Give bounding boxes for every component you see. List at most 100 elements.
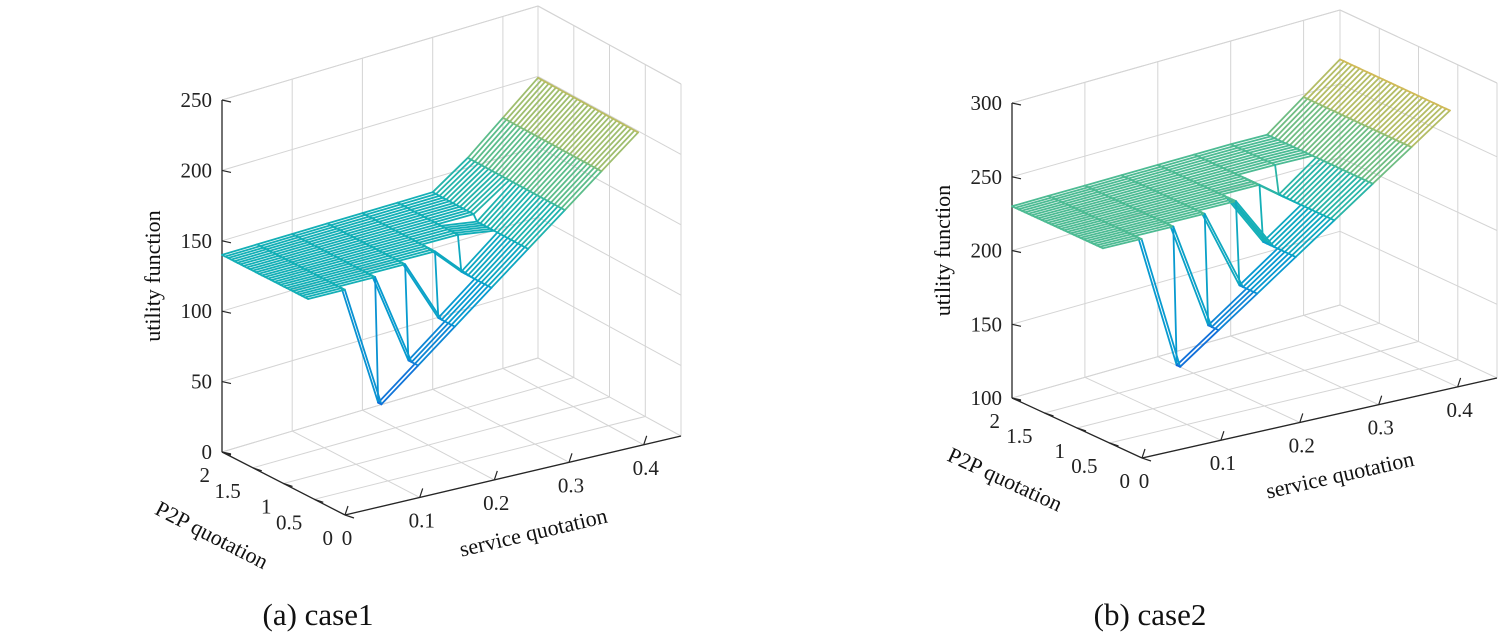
mesh-line (420, 233, 459, 246)
mesh-line (1059, 218, 1100, 230)
mesh-line (1185, 167, 1225, 180)
z-axis-label: utility function (930, 185, 955, 316)
z-axis-label: utility function (140, 210, 165, 341)
mesh-line (1270, 97, 1309, 138)
mesh-line (1296, 165, 1336, 205)
mesh-line (466, 116, 504, 159)
mesh-line (511, 141, 550, 184)
mesh-line (1169, 186, 1209, 199)
mesh-line (1360, 85, 1400, 125)
mesh-line (1165, 185, 1205, 198)
mesh-line (294, 282, 334, 294)
mesh-line (550, 162, 589, 204)
y-axis-label: P2P quotation (944, 442, 1066, 516)
mesh-line (480, 124, 518, 167)
mesh-line (1189, 196, 1230, 209)
mesh-line (1314, 64, 1353, 104)
mesh-line (1220, 183, 1261, 196)
mesh-line (1262, 203, 1302, 243)
mesh-line (487, 285, 493, 289)
z-tick (1011, 176, 1022, 180)
mesh-line (1364, 142, 1405, 182)
mesh-line (494, 132, 532, 174)
surface-mesh (1011, 58, 1451, 368)
mesh-line (410, 322, 450, 364)
mesh-line (560, 207, 566, 212)
mesh-line (1285, 159, 1325, 199)
mesh-line (1333, 182, 1374, 222)
mesh-line (1326, 124, 1367, 164)
mesh-line (1258, 183, 1264, 243)
mesh-line (1137, 236, 1143, 240)
mesh-line (1270, 152, 1310, 165)
mesh-line (1175, 364, 1181, 368)
mesh-line (1325, 69, 1365, 109)
mesh-line (1240, 138, 1280, 151)
mesh-line (1345, 133, 1386, 173)
mesh-line (361, 259, 400, 272)
mesh-line (1014, 196, 1053, 209)
mesh-line (1043, 210, 1083, 223)
mesh-line (1364, 87, 1404, 127)
z-tick (221, 381, 232, 385)
mesh-line (1183, 193, 1223, 206)
axes-grid (221, 5, 682, 519)
y-tick-label: 0 (323, 526, 334, 550)
mesh-line (1107, 212, 1147, 225)
mesh-line (279, 274, 318, 286)
mesh-line (1360, 140, 1401, 180)
grid-line (221, 5, 539, 101)
mesh-line (257, 262, 296, 275)
mesh-line (1080, 200, 1120, 213)
mesh-line (1291, 217, 1332, 257)
mesh-line (221, 243, 259, 256)
y-tick-label: 0.5 (276, 510, 302, 534)
mesh-line (1057, 189, 1096, 202)
mesh-line (467, 235, 506, 277)
mesh-line (1224, 195, 1264, 243)
mesh-line (1114, 216, 1154, 228)
mesh-line (579, 119, 618, 161)
mesh-line (297, 283, 337, 296)
mesh-line (1104, 183, 1144, 196)
mesh-line (1248, 142, 1287, 154)
mesh-line (450, 226, 489, 233)
mesh-line (1256, 256, 1297, 295)
mesh-line (1054, 187, 1093, 200)
mesh-line (446, 224, 485, 231)
mesh-line (1368, 181, 1374, 185)
x-axis-line (1141, 377, 1498, 459)
mesh-line (1288, 106, 1328, 147)
mesh-line (1255, 145, 1295, 158)
mesh-line (323, 239, 361, 252)
mesh-line (340, 287, 380, 404)
mesh-line (1098, 236, 1140, 248)
mesh-line (1217, 292, 1259, 332)
mesh-line (334, 274, 373, 286)
mesh-line (1120, 219, 1161, 231)
mesh-line (463, 233, 502, 275)
mesh-line (335, 246, 374, 259)
mesh-line (1070, 195, 1110, 208)
mesh-line (368, 205, 406, 218)
mesh-line (1329, 181, 1370, 220)
mesh-line (1356, 84, 1396, 123)
mesh-line (517, 203, 556, 245)
x-tick (419, 488, 424, 498)
mesh-line (1281, 103, 1320, 143)
mesh-line (1265, 205, 1306, 245)
mesh-line (352, 226, 390, 239)
mesh-line (547, 102, 586, 144)
mesh-line (437, 277, 476, 319)
z-tick-label: 300 (971, 91, 1003, 115)
mesh-line (291, 280, 331, 293)
mesh-line (560, 168, 599, 210)
mesh-line (523, 207, 563, 249)
grid-line (1076, 341, 1419, 429)
z-tick (1011, 397, 1022, 401)
mesh-line (368, 234, 407, 247)
mesh-line (572, 115, 611, 157)
mesh-line (267, 267, 306, 280)
mesh-line (420, 204, 458, 217)
mesh-line (254, 261, 293, 274)
